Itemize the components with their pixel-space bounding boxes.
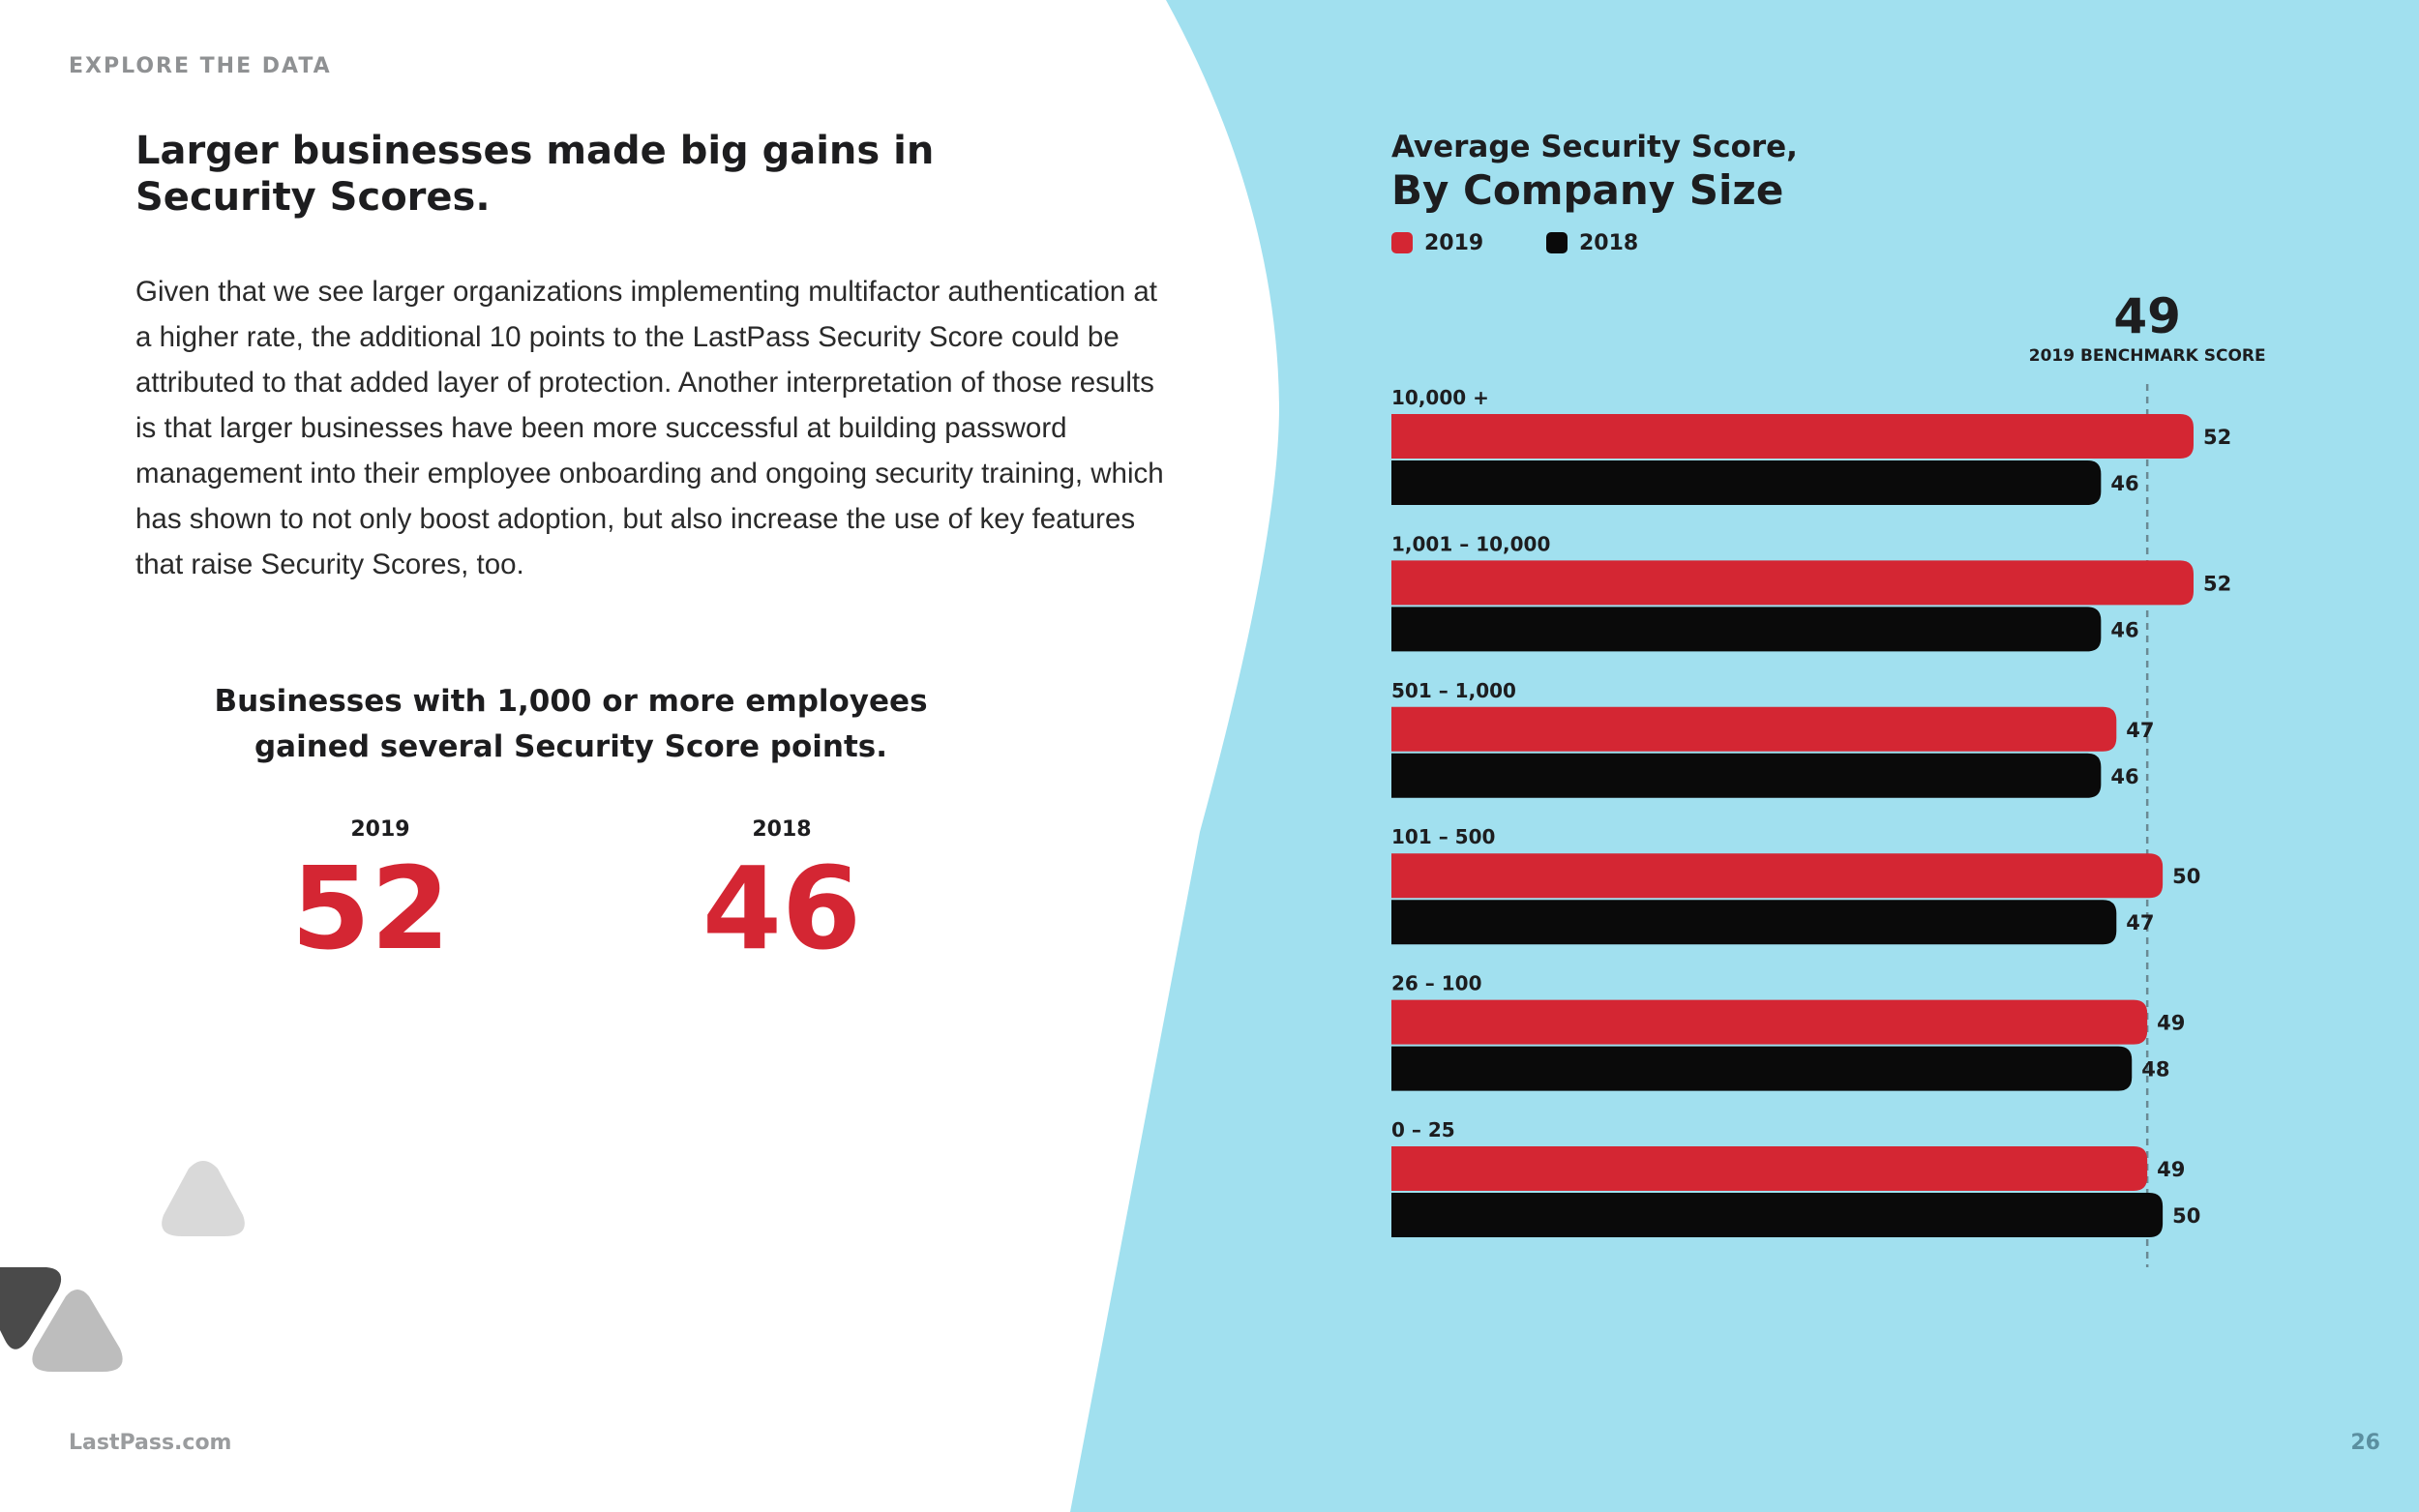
stat-value-2018: 46 <box>702 842 862 975</box>
data-label-2019: 47 <box>2126 719 2154 742</box>
bar-2018 <box>1391 900 2117 945</box>
bar-2018 <box>1391 753 2102 798</box>
headline: Larger businesses made big gains in Secu… <box>135 128 1006 221</box>
data-label-2018: 46 <box>2110 765 2138 788</box>
callout-line-1: Businesses with 1,000 or more employees <box>214 684 928 719</box>
category-label: 101 – 500 <box>1391 825 1495 848</box>
category-label: 1,001 – 10,000 <box>1391 532 1550 555</box>
bar-2019 <box>1391 853 2164 899</box>
headline-line-1: Larger businesses made big gains in <box>135 129 935 173</box>
body-paragraph: Given that we see larger organizations i… <box>135 276 1164 580</box>
mid-triangle-shape <box>32 1290 123 1372</box>
category-label: 10,000 + <box>1391 386 1489 409</box>
category-label: 0 – 25 <box>1391 1118 1455 1141</box>
bar-2019 <box>1391 706 2117 752</box>
data-label-2018: 46 <box>2110 618 2138 641</box>
bar-2018 <box>1391 1046 2133 1091</box>
data-label-2018: 50 <box>2172 1204 2200 1228</box>
data-label-2018: 48 <box>2141 1058 2169 1082</box>
data-label-2019: 49 <box>2157 1012 2185 1035</box>
data-label-2019: 52 <box>2203 426 2231 449</box>
chart-subtitle: By Company Size <box>1391 166 1784 214</box>
legend-item-2019: 2019 <box>1391 228 1483 257</box>
chart-title: Average Security Score, <box>1391 130 1798 164</box>
data-label-2019: 52 <box>2203 572 2231 595</box>
bar-2018 <box>1391 1193 2164 1237</box>
bar-2018 <box>1391 607 2102 652</box>
legend-label-2018: 2018 <box>1579 230 1639 255</box>
benchmark-label: 2019 BENCHMARK SCORE <box>2029 346 2266 366</box>
legend-item-2018: 2018 <box>1546 228 1638 257</box>
category-label: 26 – 100 <box>1391 972 1482 995</box>
legend-swatch-2019 <box>1391 232 1413 253</box>
stat-value-2019: 52 <box>290 842 451 975</box>
category-label: 501 – 1,000 <box>1391 679 1516 702</box>
bar-2019 <box>1391 1146 2148 1191</box>
callout-text: Businesses with 1,000 or more employees … <box>194 679 948 770</box>
dark-triangle-shape <box>0 1267 62 1349</box>
light-triangle-shape <box>162 1161 245 1236</box>
data-label-2019: 50 <box>2172 865 2200 888</box>
bar-2019 <box>1391 999 2148 1045</box>
bar-2018 <box>1391 460 2102 505</box>
bar-2019 <box>1391 560 2194 606</box>
data-label-2019: 49 <box>2157 1158 2185 1181</box>
section-label: EXPLORE THE DATA <box>69 54 332 78</box>
stat-year-2018: 2018 <box>752 817 812 842</box>
bar-2019 <box>1391 414 2194 459</box>
legend-swatch-2018 <box>1546 232 1568 253</box>
page-number: 26 <box>2350 1431 2380 1455</box>
footer-site: LastPass.com <box>69 1431 232 1455</box>
headline-line-2: Security Scores. <box>135 175 491 220</box>
stat-year-2019: 2019 <box>350 817 410 842</box>
callout-line-2: gained several Security Score points. <box>254 729 887 764</box>
data-label-2018: 46 <box>2110 472 2138 495</box>
benchmark-value: 49 <box>2113 288 2181 344</box>
legend-label-2019: 2019 <box>1424 230 1484 255</box>
data-label-2018: 47 <box>2126 911 2154 934</box>
